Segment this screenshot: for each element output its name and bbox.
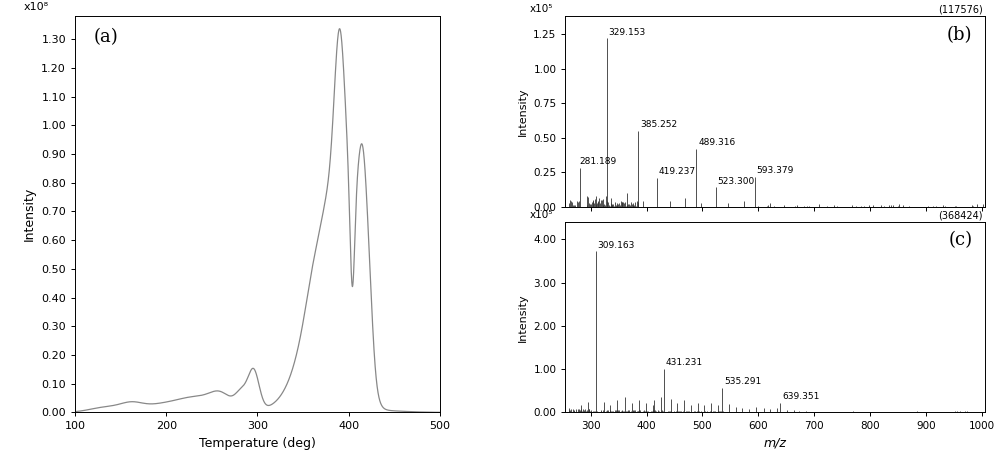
Text: 329.153: 329.153 <box>609 28 646 37</box>
Text: (368424): (368424) <box>938 210 983 220</box>
Text: 419.237: 419.237 <box>659 167 696 176</box>
X-axis label: m/z: m/z <box>764 437 787 450</box>
Text: 523.300: 523.300 <box>717 177 754 186</box>
Text: 593.379: 593.379 <box>756 166 794 175</box>
Text: 281.189: 281.189 <box>579 158 616 166</box>
Text: (c): (c) <box>948 232 972 249</box>
X-axis label: Temperature (deg): Temperature (deg) <box>199 437 316 450</box>
Text: (117576): (117576) <box>938 4 983 14</box>
Text: 535.291: 535.291 <box>724 377 761 386</box>
Text: x10⁵: x10⁵ <box>530 210 553 220</box>
Text: 489.316: 489.316 <box>698 138 735 147</box>
Text: 639.351: 639.351 <box>782 392 819 401</box>
Text: 431.231: 431.231 <box>666 358 703 367</box>
Text: x10⁵: x10⁵ <box>530 4 553 14</box>
Text: 385.252: 385.252 <box>640 120 677 129</box>
Y-axis label: Intensity: Intensity <box>518 87 528 136</box>
Y-axis label: Intensity: Intensity <box>518 293 528 342</box>
Y-axis label: Intensity: Intensity <box>23 187 36 241</box>
Text: 309.163: 309.163 <box>597 240 635 250</box>
Text: (a): (a) <box>93 28 118 46</box>
Text: (b): (b) <box>947 26 972 44</box>
Text: x10⁸: x10⁸ <box>24 2 49 12</box>
